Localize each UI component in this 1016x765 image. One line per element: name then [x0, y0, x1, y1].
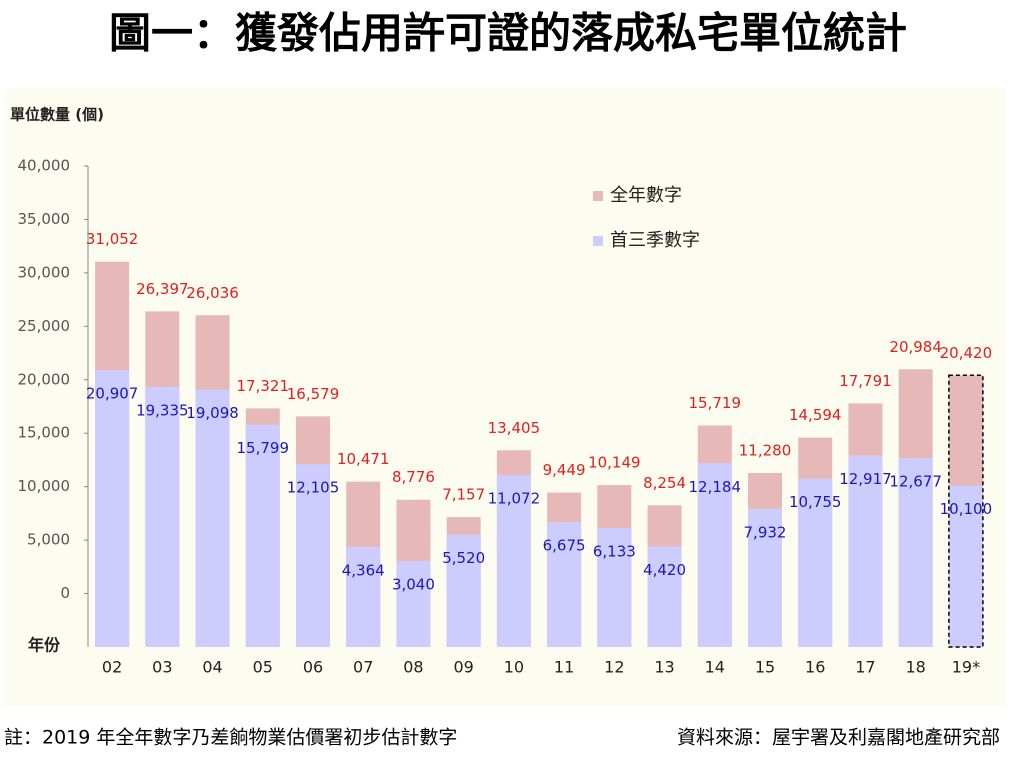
- value-label: 12,105: [287, 479, 340, 497]
- x-tick-label: 18: [905, 658, 925, 677]
- source: 資料來源：屋宇署及利嘉閣地產研究部: [677, 727, 1000, 749]
- legend-label: 首三季數字: [610, 230, 700, 251]
- bar: [95, 370, 130, 647]
- value-label: 17,791: [839, 372, 892, 390]
- x-tick-label: 15: [755, 658, 775, 677]
- value-label: 10,755: [789, 493, 842, 511]
- value-label: 20,907: [86, 385, 139, 403]
- x-tick-label: 17: [855, 658, 875, 677]
- x-tick-label: 11: [554, 658, 574, 677]
- y-tick-label: 5,000: [27, 531, 70, 549]
- value-label: 31,052: [86, 230, 139, 248]
- y-tick-label: 40,000: [18, 157, 71, 175]
- bar: [748, 508, 782, 647]
- value-label: 17,321: [237, 377, 290, 395]
- y-tick-label: 30,000: [18, 263, 71, 281]
- bar: [145, 386, 180, 647]
- x-tick-label: 05: [253, 658, 273, 677]
- value-label: 11,072: [488, 490, 541, 508]
- value-label: 6,675: [543, 537, 586, 555]
- legend-label: 全年數字: [610, 185, 682, 206]
- y-tick-label: 20,000: [18, 370, 71, 388]
- value-label: 9,449: [543, 461, 586, 479]
- value-label: 26,397: [136, 280, 189, 298]
- bar: [547, 522, 582, 647]
- value-label: 4,364: [342, 561, 385, 579]
- value-label: 14,594: [789, 406, 842, 424]
- value-label: 10,149: [588, 454, 641, 472]
- value-label: 8,254: [643, 474, 686, 492]
- bar: [798, 478, 833, 647]
- x-tick-label: 06: [303, 658, 323, 677]
- y-tick-label: 0: [60, 584, 70, 602]
- value-label: 10,471: [337, 450, 390, 468]
- value-label: 15,799: [237, 439, 290, 457]
- value-label: 20,984: [889, 338, 942, 356]
- x-tick-label: 02: [102, 658, 122, 677]
- value-label: 3,040: [392, 576, 435, 594]
- bar: [848, 455, 883, 647]
- value-label: 7,157: [442, 486, 485, 504]
- bar: [245, 424, 280, 647]
- value-label: 11,280: [739, 441, 792, 459]
- x-axis-title: 年份: [28, 636, 61, 655]
- x-tick-label: 10: [504, 658, 524, 677]
- bar: [697, 463, 732, 647]
- legend-swatch: [593, 191, 603, 201]
- bar: [195, 389, 230, 647]
- value-label: 12,917: [839, 470, 892, 488]
- bar: [346, 546, 381, 647]
- value-label: 16,579: [287, 385, 340, 403]
- value-label: 15,719: [689, 394, 742, 412]
- bar: [446, 534, 481, 647]
- legend-swatch: [593, 236, 603, 246]
- chart-title: 圖一：獲發佔用許可證的落成私宅單位統計: [109, 9, 907, 58]
- value-label: 7,932: [744, 523, 787, 541]
- bar: [647, 546, 682, 647]
- x-tick-label: 04: [202, 658, 222, 677]
- x-tick-label: 08: [403, 658, 423, 677]
- value-label: 13,405: [488, 419, 541, 437]
- value-label: 4,420: [643, 561, 686, 579]
- value-label: 6,133: [593, 543, 636, 561]
- x-tick-label: 19*: [952, 658, 980, 677]
- x-tick-label: 03: [152, 658, 172, 677]
- bar: [496, 475, 531, 647]
- bar: [597, 528, 632, 647]
- value-label: 8,776: [392, 468, 435, 486]
- x-tick-label: 13: [654, 658, 674, 677]
- value-label: 10,100: [940, 500, 993, 518]
- value-label: 12,184: [689, 478, 742, 496]
- bar: [396, 561, 431, 647]
- value-label: 20,420: [940, 344, 993, 362]
- value-label: 5,520: [442, 549, 485, 567]
- x-tick-label: 07: [353, 658, 373, 677]
- y-tick-label: 15,000: [18, 424, 71, 442]
- value-label: 26,036: [186, 284, 239, 302]
- bar: [898, 458, 933, 647]
- x-tick-label: 12: [604, 658, 624, 677]
- y-axis-title: 單位數量 (個): [10, 106, 104, 124]
- bar: [296, 464, 330, 647]
- value-label: 19,335: [136, 401, 189, 419]
- bar: [948, 485, 983, 647]
- footnote: 註：2019 年全年數字乃差餉物業估價署初步估計數字: [4, 727, 457, 749]
- x-tick-label: 09: [453, 658, 473, 677]
- bar-outline: [948, 374, 984, 648]
- y-tick-label: 35,000: [18, 210, 71, 228]
- y-tick-label: 10,000: [18, 477, 71, 495]
- value-label: 12,677: [889, 473, 942, 491]
- value-label: 19,098: [186, 404, 239, 422]
- y-tick-label: 25,000: [18, 317, 71, 335]
- x-tick-label: 14: [705, 658, 725, 677]
- x-tick-label: 16: [805, 658, 825, 677]
